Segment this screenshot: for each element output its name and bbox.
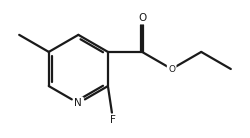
Text: O: O [168,64,175,74]
Text: O: O [138,13,146,23]
Text: F: F [110,115,116,125]
Text: N: N [74,98,82,108]
